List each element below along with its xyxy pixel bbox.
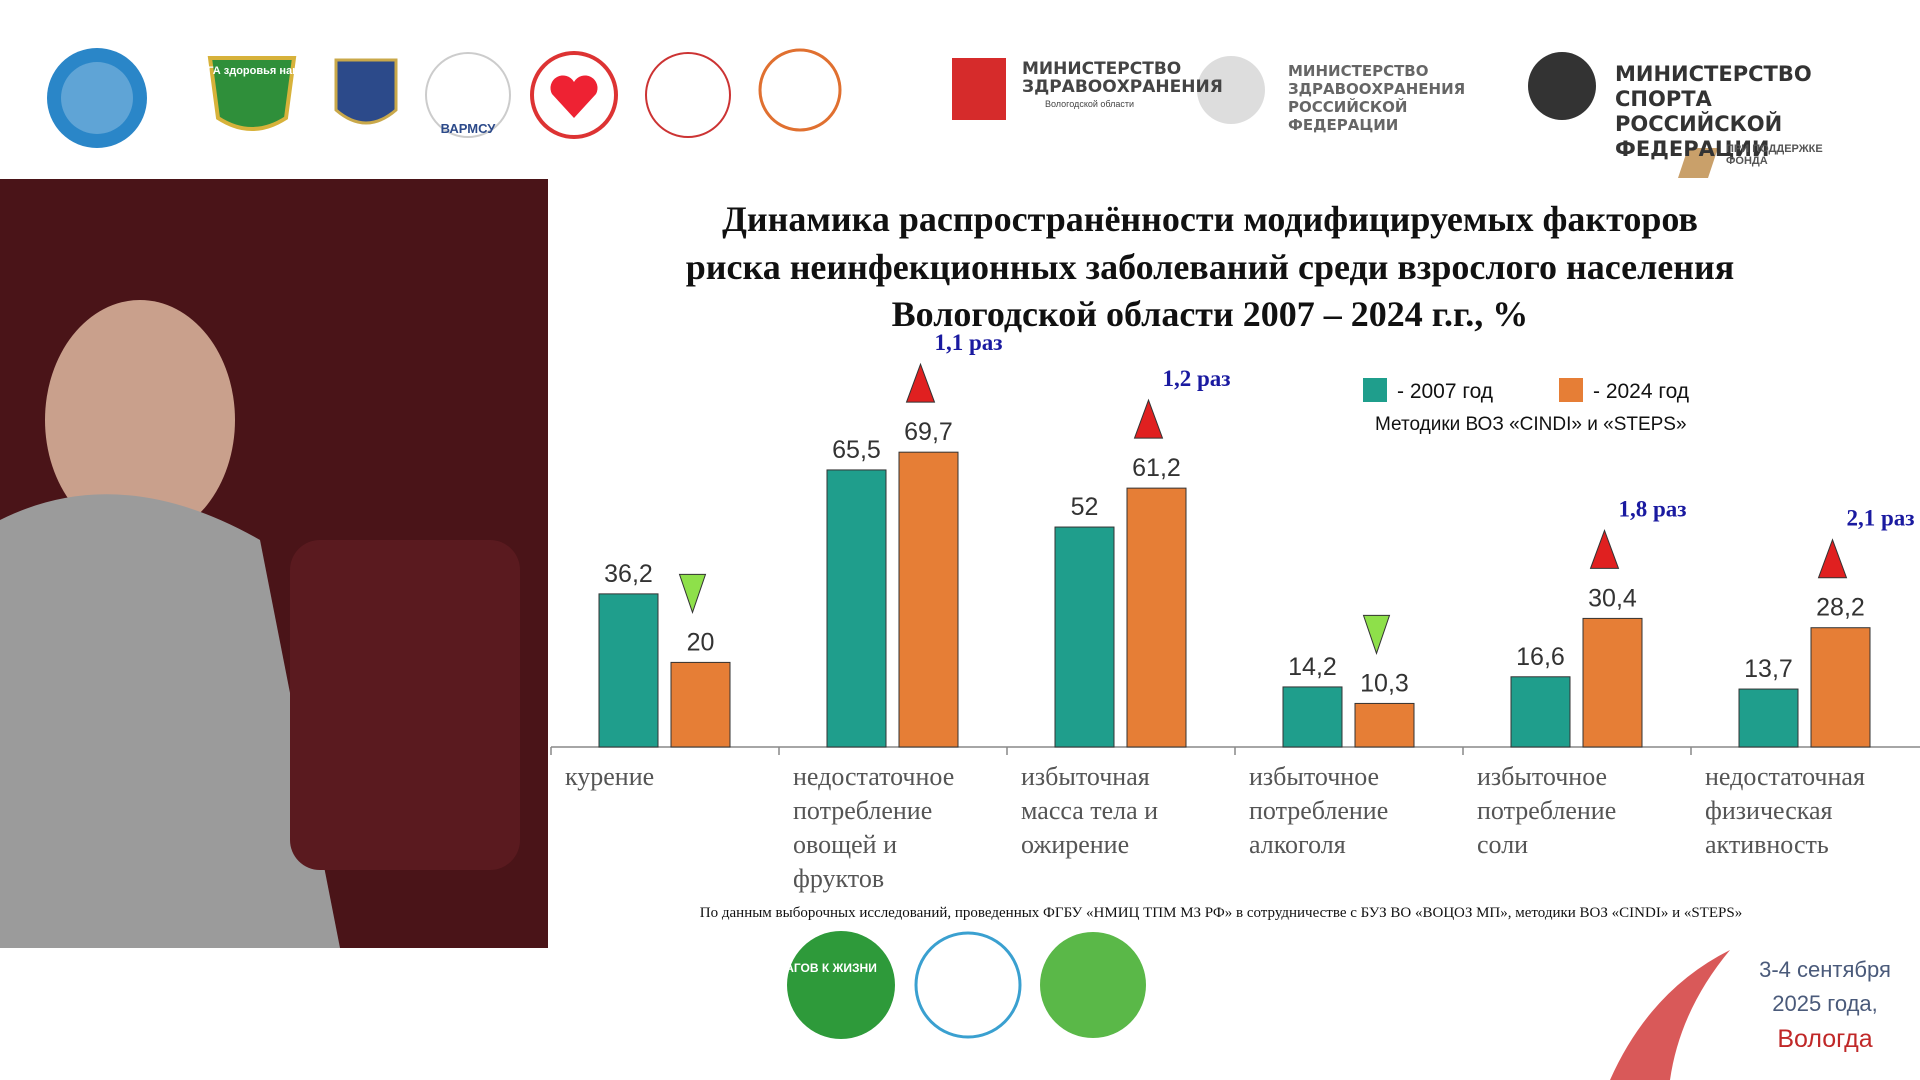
bar [1354, 702, 1415, 748]
ministry-title: МИНИСТЕРСТВО ЗДРАВООХРАНЕНИЯ [1022, 59, 1223, 97]
x-tick-label: избыточная масса тела и ожирение [1021, 762, 1159, 859]
trend-marker [1133, 398, 1164, 439]
event-city: Вологда [1777, 1025, 1872, 1053]
bar [1126, 487, 1187, 748]
ratio-label: 2,1 раз [1846, 506, 1914, 531]
speaker [45, 300, 235, 540]
bar [1582, 617, 1643, 748]
logo [550, 75, 598, 118]
x-tick-label: избыточное потребление алкоголя [1249, 762, 1389, 859]
value-label: 14,2 [1288, 653, 1337, 681]
x-tick-label: недостаточная физическая активность [1705, 762, 1865, 859]
trend-marker [1362, 614, 1391, 655]
bar [1054, 526, 1115, 748]
value-label: 28,2 [1816, 594, 1865, 622]
logo-text: ВАРМСУ [441, 121, 497, 136]
logo [47, 48, 147, 148]
value-label: 52 [1071, 493, 1099, 521]
lace-decoration [1610, 950, 1730, 1080]
chair [290, 540, 520, 870]
source-note: По данным выборочных исследований, прове… [700, 905, 1742, 921]
ratio-label: 1,1 раз [934, 330, 1002, 355]
value-label: 16,6 [1516, 643, 1565, 671]
value-label: 20 [687, 628, 715, 656]
value-label: 13,7 [1744, 655, 1793, 683]
logo [758, 48, 842, 132]
logo [952, 58, 1006, 120]
speaker [0, 494, 340, 948]
x-tick-label: курение [565, 762, 655, 791]
ministry-subtitle: Вологодской области [1045, 99, 1135, 109]
trend-marker [1817, 538, 1848, 579]
chart-title: Динамика распространённости модифицируем… [722, 199, 1698, 239]
logo [1040, 932, 1146, 1038]
value-label: 36,2 [604, 560, 653, 588]
legend-label: - 2024 год [1593, 380, 1689, 403]
legend-note: Методики ВОЗ «CINDI» и «STEPS» [1375, 414, 1687, 435]
ministry-health: МИНИСТЕРСТВО ЗДРАВООХРАНЕНИЯ РОССИЙСКОЙ … [1288, 62, 1466, 134]
logo [207, 56, 297, 131]
logo [787, 931, 895, 1039]
legend-label: - 2007 год [1397, 380, 1493, 403]
x-tick-label: избыточное потребление соли [1477, 762, 1617, 859]
logo [1528, 52, 1596, 120]
trend-marker [678, 573, 707, 614]
trend-marker [1589, 528, 1620, 569]
bar [1282, 686, 1343, 748]
logo [334, 58, 398, 125]
bar [598, 593, 659, 748]
x-tick-label: недостаточное потребление овощей и фрукт… [793, 762, 955, 893]
logo [914, 931, 1022, 1039]
logo-text: ЛИГА здоровья нации [192, 65, 313, 77]
logo [645, 52, 731, 138]
logo [1197, 56, 1265, 124]
legend-swatch [1363, 378, 1387, 402]
chart-title: Вологодской области 2007 – 2024 г.г., % [891, 294, 1529, 334]
value-label: 10,3 [1360, 669, 1409, 697]
bar [1510, 676, 1571, 748]
bar [898, 451, 959, 748]
bar [826, 469, 887, 748]
value-label: 65,5 [832, 436, 881, 464]
logo-text: ШАГОВ К ЖИЗНИ [773, 961, 877, 975]
ratio-label: 1,2 раз [1162, 366, 1230, 391]
fund-note: ПРИ ПОДДЕРЖКЕ ФОНДА [1726, 143, 1823, 167]
bar [1810, 627, 1871, 748]
event-date: 3-4 сентября [1759, 957, 1891, 982]
legend-swatch [1559, 378, 1583, 402]
trend-marker [905, 362, 936, 403]
value-label: 30,4 [1588, 584, 1637, 612]
value-label: 69,7 [904, 418, 953, 446]
logo [530, 51, 618, 139]
value-label: 61,2 [1132, 454, 1181, 482]
bar [670, 661, 731, 748]
logo [1678, 148, 1718, 178]
logo [425, 52, 511, 138]
chart-title: риска неинфекционных заболеваний среди в… [685, 247, 1735, 287]
bar [1738, 688, 1799, 748]
ratio-label: 1,8 раз [1618, 496, 1686, 521]
ministry-sport: МИНИСТЕРСТВО СПОРТА РОССИЙСКОЙ ФЕДЕРАЦИИ [1615, 62, 1812, 161]
logo [61, 62, 133, 134]
event-date: 2025 года, [1772, 991, 1878, 1016]
